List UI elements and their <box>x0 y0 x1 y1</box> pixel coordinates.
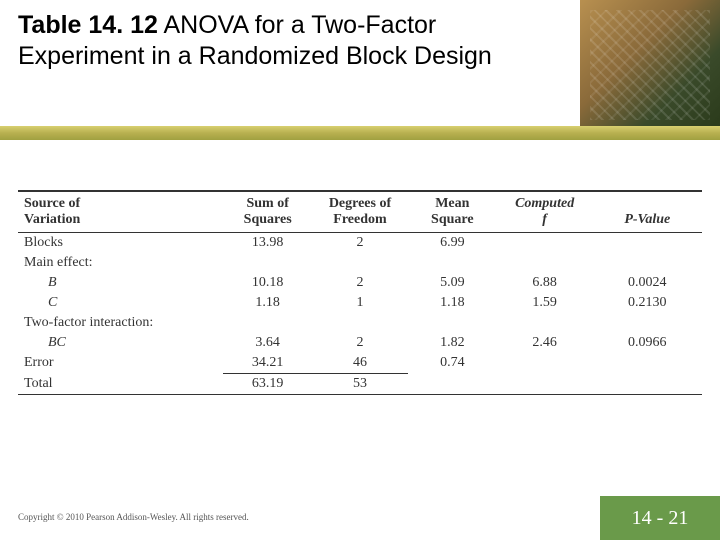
cell-ms: 1.18 <box>408 293 497 313</box>
cell-f <box>497 374 593 395</box>
copyright-text: Copyright © 2010 Pearson Addison-Wesley.… <box>18 512 249 522</box>
anova-table-container: Source ofVariation Sum ofSquares Degrees… <box>18 190 702 395</box>
header: Table 14. 12 ANOVA for a Two-Factor Expe… <box>0 0 720 140</box>
decorative-image <box>580 0 720 130</box>
row-label: Total <box>18 374 223 395</box>
cell-df <box>312 253 408 273</box>
table-row: Blocks13.9826.99 <box>18 233 702 253</box>
cell-ms <box>408 374 497 395</box>
cell-df <box>312 313 408 333</box>
row-label: Two-factor interaction: <box>18 313 223 333</box>
table-row: Main effect: <box>18 253 702 273</box>
anova-table: Source ofVariation Sum ofSquares Degrees… <box>18 190 702 395</box>
cell-ms <box>408 313 497 333</box>
cell-ms: 5.09 <box>408 273 497 293</box>
row-label: B <box>18 273 223 293</box>
col-f: Computedf <box>497 192 593 233</box>
cell-ss <box>223 253 312 273</box>
table-body: Blocks13.9826.99Main effect:B10.1825.096… <box>18 233 702 395</box>
cell-df: 2 <box>312 273 408 293</box>
cell-f <box>497 233 593 253</box>
cell-df: 53 <box>312 374 408 395</box>
row-label: BC <box>18 333 223 353</box>
cell-df: 1 <box>312 293 408 313</box>
page-number: 14 - 21 <box>632 507 689 530</box>
cell-f: 6.88 <box>497 273 593 293</box>
col-p: P-Value <box>593 192 702 233</box>
table-header-row: Source ofVariation Sum ofSquares Degrees… <box>18 192 702 233</box>
cell-df: 2 <box>312 233 408 253</box>
row-label: Main effect: <box>18 253 223 273</box>
cell-p <box>593 353 702 374</box>
table-total-row: Total63.1953 <box>18 374 702 395</box>
cell-ms: 1.82 <box>408 333 497 353</box>
cell-p <box>593 313 702 333</box>
cell-ms <box>408 253 497 273</box>
cell-ss: 3.64 <box>223 333 312 353</box>
cell-p: 0.0024 <box>593 273 702 293</box>
col-df: Degrees ofFreedom <box>312 192 408 233</box>
divider-bar <box>0 126 720 140</box>
row-label: Error <box>18 353 223 374</box>
cell-f <box>497 313 593 333</box>
page-title: Table 14. 12 ANOVA for a Two-Factor Expe… <box>18 10 568 73</box>
table-row: B10.1825.096.880.0024 <box>18 273 702 293</box>
cell-f: 2.46 <box>497 333 593 353</box>
cell-p <box>593 374 702 395</box>
table-row: C1.1811.181.590.2130 <box>18 293 702 313</box>
cell-ss <box>223 313 312 333</box>
cell-df: 2 <box>312 333 408 353</box>
col-ms: MeanSquare <box>408 192 497 233</box>
cell-ss: 63.19 <box>223 374 312 395</box>
cell-df: 46 <box>312 353 408 374</box>
cell-ss: 13.98 <box>223 233 312 253</box>
cell-f <box>497 353 593 374</box>
table-row: Two-factor interaction: <box>18 313 702 333</box>
cell-ss: 1.18 <box>223 293 312 313</box>
table-number: Table 14. 12 <box>18 11 158 39</box>
col-ss: Sum ofSquares <box>223 192 312 233</box>
cell-p: 0.0966 <box>593 333 702 353</box>
cell-p <box>593 253 702 273</box>
table-row: Error34.21460.74 <box>18 353 702 374</box>
page-number-box: 14 - 21 <box>600 496 720 540</box>
cell-ms: 0.74 <box>408 353 497 374</box>
cell-ms: 6.99 <box>408 233 497 253</box>
row-label: C <box>18 293 223 313</box>
cell-ss: 10.18 <box>223 273 312 293</box>
cell-f: 1.59 <box>497 293 593 313</box>
cell-p: 0.2130 <box>593 293 702 313</box>
cell-f <box>497 253 593 273</box>
cell-ss: 34.21 <box>223 353 312 374</box>
table-row: BC3.6421.822.460.0966 <box>18 333 702 353</box>
row-label: Blocks <box>18 233 223 253</box>
col-source: Source ofVariation <box>18 192 223 233</box>
cell-p <box>593 233 702 253</box>
